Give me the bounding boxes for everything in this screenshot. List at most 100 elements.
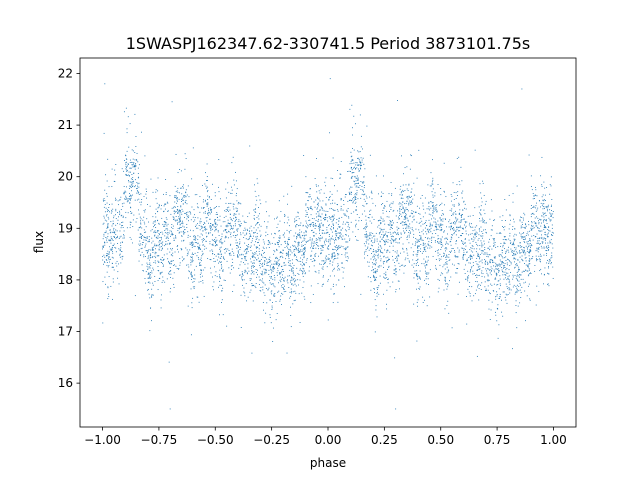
data-point <box>382 252 384 254</box>
data-point <box>547 210 548 212</box>
data-point <box>197 206 199 208</box>
data-point <box>335 284 337 286</box>
data-point <box>276 216 278 218</box>
data-point <box>139 245 141 246</box>
data-point <box>366 125 368 127</box>
data-point <box>513 253 515 255</box>
data-point <box>433 208 435 210</box>
data-point <box>243 287 245 289</box>
data-point <box>521 217 523 218</box>
data-point <box>174 264 175 266</box>
data-point <box>487 247 489 249</box>
data-point <box>110 231 112 233</box>
data-point <box>548 263 550 264</box>
data-point <box>540 261 541 263</box>
data-point <box>248 270 250 272</box>
data-point <box>290 292 292 294</box>
data-point <box>221 236 223 238</box>
data-point <box>501 256 503 258</box>
data-point <box>369 277 371 279</box>
data-point <box>151 237 153 239</box>
data-point <box>104 232 106 234</box>
data-point <box>105 230 107 232</box>
data-point <box>331 226 333 228</box>
data-point <box>452 213 454 215</box>
data-point <box>428 256 429 258</box>
data-point <box>190 275 192 277</box>
data-point <box>431 246 433 248</box>
data-point <box>304 273 306 275</box>
data-point <box>387 235 388 237</box>
data-point <box>527 270 529 272</box>
data-point <box>348 200 350 201</box>
data-point <box>512 286 514 288</box>
data-point <box>546 223 548 224</box>
data-point <box>200 264 202 266</box>
data-point <box>514 293 516 295</box>
data-point <box>370 209 372 211</box>
data-point <box>143 236 145 238</box>
data-point <box>126 169 128 171</box>
data-point <box>192 244 194 246</box>
data-point <box>334 231 336 232</box>
data-point <box>456 158 458 159</box>
data-point <box>207 195 209 197</box>
data-point <box>301 241 302 243</box>
data-point <box>168 260 170 262</box>
data-point <box>360 189 362 190</box>
data-point <box>158 241 160 243</box>
data-point <box>323 263 325 265</box>
data-point <box>442 220 444 222</box>
data-point <box>154 255 156 257</box>
data-point <box>371 222 373 224</box>
data-point <box>190 264 192 266</box>
data-point <box>529 251 531 253</box>
data-point <box>316 196 318 198</box>
data-point <box>445 247 447 249</box>
data-point <box>435 233 437 234</box>
data-point <box>548 226 550 228</box>
data-point <box>456 226 458 228</box>
data-point <box>155 248 156 250</box>
data-point <box>340 209 342 211</box>
data-point <box>370 248 372 250</box>
data-point <box>320 253 322 254</box>
data-point <box>540 255 542 257</box>
data-point <box>424 227 426 229</box>
data-point <box>302 286 304 288</box>
data-point <box>380 216 382 218</box>
data-point <box>407 198 409 200</box>
data-point <box>194 217 196 218</box>
data-point <box>210 225 212 227</box>
data-point <box>333 293 335 294</box>
data-point <box>252 255 253 257</box>
data-point <box>112 278 114 280</box>
data-point <box>104 204 106 205</box>
data-point <box>431 218 432 220</box>
data-point <box>366 203 368 205</box>
data-point <box>397 232 399 234</box>
data-point <box>130 207 132 209</box>
data-point <box>298 249 299 251</box>
data-point <box>303 155 305 156</box>
data-point <box>304 238 306 240</box>
data-point <box>193 288 195 290</box>
data-point <box>551 199 553 200</box>
data-point <box>440 220 442 222</box>
data-point <box>221 264 222 266</box>
data-point <box>298 274 300 275</box>
data-point <box>521 236 523 238</box>
data-point <box>299 224 301 226</box>
data-point <box>318 213 320 215</box>
data-point <box>546 259 548 261</box>
data-point <box>137 173 139 174</box>
data-point <box>295 232 297 234</box>
data-point <box>466 251 467 253</box>
data-point <box>121 203 123 205</box>
data-point <box>295 259 297 260</box>
data-point <box>446 283 448 284</box>
data-point <box>348 170 350 172</box>
data-point <box>444 277 446 279</box>
data-point <box>437 220 439 222</box>
data-point <box>403 272 405 274</box>
